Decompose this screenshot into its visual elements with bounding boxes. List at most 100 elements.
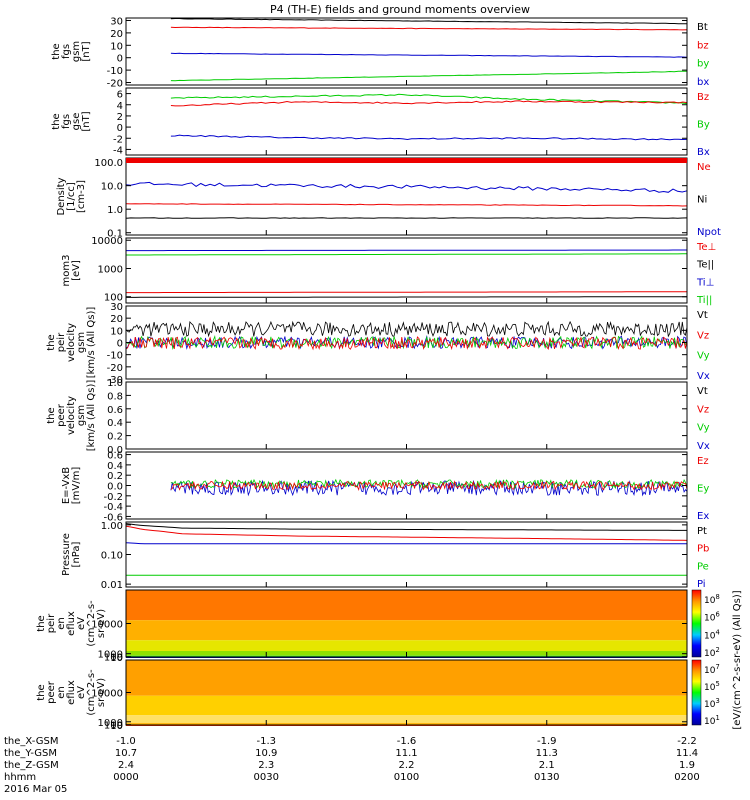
y-tick-label: 30 [110,302,123,313]
y-axis-label: sr-eV) [96,678,107,707]
panel-frame [125,451,688,520]
y-axis-label: gse [71,113,82,131]
series-line-Ey [170,478,688,490]
legend-label: Pt [697,526,707,537]
y-axis-label: (cm^2-s- [86,600,97,647]
y-axis-label: gsm [76,405,87,426]
y-tick-label: 0.4 [107,461,123,472]
x-axis-labels: the_X-GSM -1.0 -1.3 -1.6 -1.9 -2.2 the_Y-GSM 10… [4,736,700,795]
x-tick-label: 0000 [113,772,138,783]
y-tick-label: 100 [104,721,123,732]
y-axis-label: mom3 [61,255,72,287]
series-line-Ne [125,203,688,207]
y-tick-label: -10 [107,66,123,77]
x-tick-label: -1.3 [256,736,276,747]
y-axis-label: [eV] [71,260,82,281]
y-tick-label: 10000 [91,620,123,631]
spectrogram-band [126,590,687,621]
y-tick-label: -20 [107,79,123,90]
legend-label: Vz [697,404,709,415]
separator-bar [126,158,687,163]
y-tick-label: -10 [107,351,123,362]
colorbar-tick-label: 103 [704,697,720,710]
x-row-label: the_Y-GSM [4,748,57,759]
y-tick-label: 1.00 [101,521,123,532]
y-tick-label: -4 [113,145,123,156]
colorbar-tick-label: 106 [704,611,720,624]
series-line-Vz [125,336,688,351]
y-tick-label: 0.01 [101,580,123,591]
series-line-Ni [125,181,688,193]
x-tick-label: 10.9 [255,748,277,759]
y-tick-label: 0.10 [101,551,123,562]
y-tick-label: 0.0 [107,445,123,456]
x-tick-label: 2.2 [399,760,415,771]
y-tick-label: 1.0 [107,205,123,216]
y-axis-label: the [46,334,57,350]
y-tick-label: 10000 [91,236,123,247]
series-line-Te [126,291,687,294]
x-tick-label: -1.0 [116,736,136,747]
spectrogram-band [126,695,687,716]
x-tick-label: 0030 [254,772,279,783]
series-line-Bz [170,100,688,107]
y-tick-label: 0 [117,339,123,350]
panel-frame [125,157,688,236]
panel-3: 100.0 10.0 1.0 0.1 Density [1/cc] [cm-3] Ne Ni Np… [56,157,721,240]
colorbar-strip [691,589,702,658]
y-tick-label: 0 [117,54,123,65]
x-row-label: hhmm [4,772,36,783]
series-line-Npot [125,217,688,219]
x-tick-label: -2.2 [677,736,697,747]
legend-label: Vx [697,441,710,452]
colorbar-tick-label: 105 [704,680,720,693]
x-tick-label: 0130 [534,772,559,783]
y-tick-label: 1000 [98,718,123,729]
y-axis-label: eflux [66,680,77,705]
date-label: 2016 Mar 05 [4,784,67,795]
y-axis-label: fgs [61,114,72,129]
legend-label: Pi [697,579,706,590]
x-tick-label: -1.9 [537,736,557,747]
legend-label: Vz [697,330,709,341]
panel-4: 10000 1000 100 mom3 [eV] Te⊥ Te|| Ti⊥ Ti|| [61,236,716,306]
series-line-Ez [170,480,688,491]
x-tick-label: 1.9 [679,760,695,771]
x-tick-label: 2.4 [118,760,134,771]
y-tick-label: 1.0 [107,378,123,389]
y-axis-label: en [56,686,67,699]
y-axis-label: peer [46,680,57,704]
spectrogram-band [126,640,687,651]
legend-label: Pb [697,544,709,555]
y-tick-label: 30 [110,16,123,27]
y-tick-label: 10000 [91,689,123,700]
y-tick-label: -0.2 [103,492,123,503]
series-line-Ti [126,253,687,256]
colorbar-tick-label: 107 [704,663,720,676]
panel-8: 1.00 0.10 0.01 Pressure [nPa] Pt Pb Pe Pi [61,521,709,591]
legend-label: Vt [697,386,708,397]
y-axis-label: Density [56,177,67,215]
legend-label: Vy [697,351,710,362]
y-axis-label: Pressure [61,533,72,576]
y-tick-label: 0.6 [107,405,123,416]
series-line-bx [170,52,688,58]
y-axis-label: the [46,407,57,423]
x-tick-label: 2.1 [539,760,555,771]
legend-label: Ez [697,456,709,467]
y-axis-label: en [56,617,67,630]
x-tick-label: 11.3 [536,748,558,759]
spectrogram-band [126,660,687,696]
series-line-By [170,93,688,105]
colorbar-strip [691,659,702,726]
y-tick-label: -0.4 [103,502,123,513]
series-line-Bx [170,134,688,141]
y-tick-label: 0.1 [107,229,123,240]
x-row-label: the_Z-GSM [4,760,59,771]
y-axis-label: [cm-3] [76,180,87,213]
y-axis-label: gsm [76,332,87,353]
y-tick-label: 0 [117,123,123,134]
y-tick-label: 0.0 [107,482,123,493]
series-line-Pi [125,542,687,545]
